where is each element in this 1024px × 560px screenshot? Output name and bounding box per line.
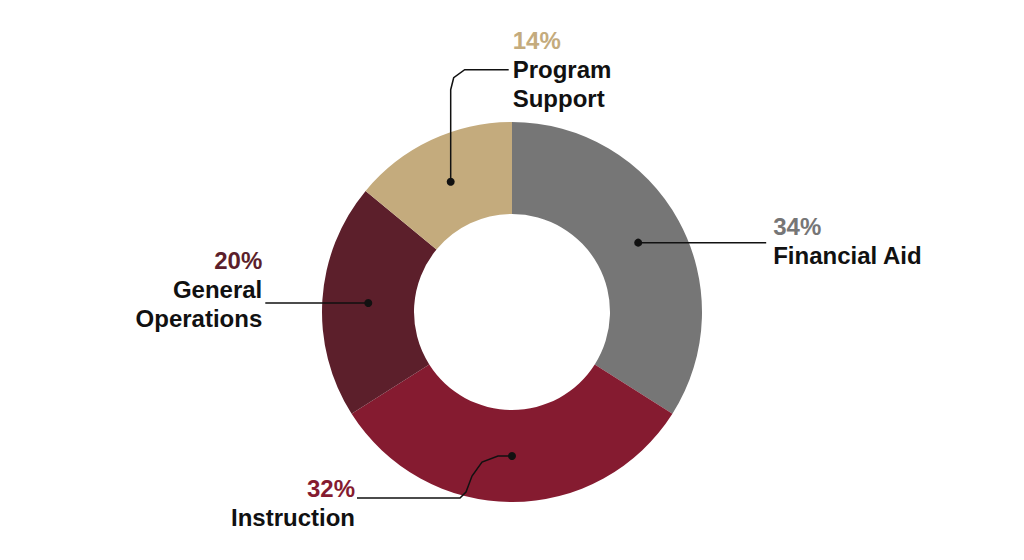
svg-text:34%: 34% [773, 213, 821, 240]
svg-text:Operations: Operations [136, 305, 263, 332]
svg-text:20%: 20% [214, 247, 262, 274]
svg-text:32%: 32% [307, 475, 355, 502]
svg-text:14%: 14% [513, 27, 561, 54]
svg-text:Financial Aid: Financial Aid [773, 242, 921, 269]
svg-text:Instruction: Instruction [231, 504, 355, 531]
svg-text:Support: Support [513, 85, 605, 112]
svg-text:General: General [173, 276, 262, 303]
svg-text:Program: Program [513, 56, 612, 83]
